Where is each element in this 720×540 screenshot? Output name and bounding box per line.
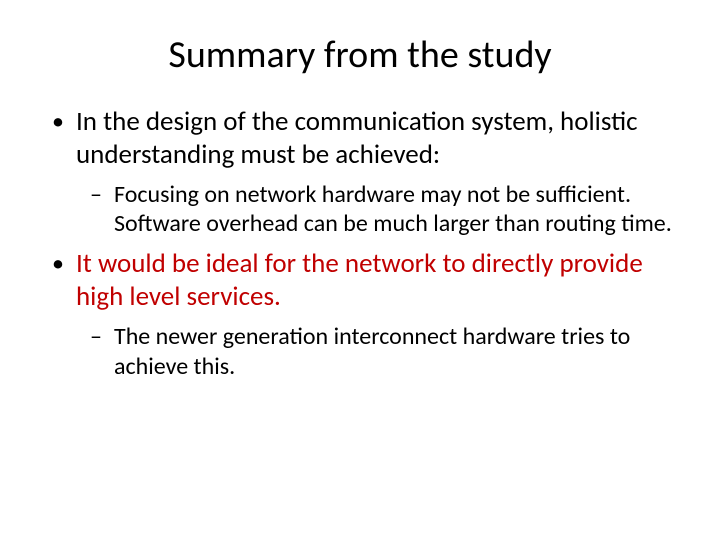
bullet-level2: The newer generation interconnect hardwa… [90,322,672,381]
slide: Summary from the study In the design of … [0,0,720,540]
bullet-list: In the design of the communication syste… [48,106,672,381]
bullet-level1: In the design of the communication syste… [48,106,672,238]
sub-bullet-text: The newer generation interconnect hardwa… [114,322,630,380]
sub-bullet-list: Focusing on network hardware may not be … [90,180,672,239]
bullet-text-accent: It would be ideal for the network to dir… [76,247,643,313]
slide-title: Summary from the study [40,32,680,78]
sub-bullet-text: Focusing on network hardware may not be … [114,180,672,238]
bullet-level1: It would be ideal for the network to dir… [48,248,672,380]
sub-bullet-list: The newer generation interconnect hardwa… [90,322,672,381]
bullet-text: In the design of the communication syste… [76,105,638,171]
bullet-level2: Focusing on network hardware may not be … [90,180,672,239]
